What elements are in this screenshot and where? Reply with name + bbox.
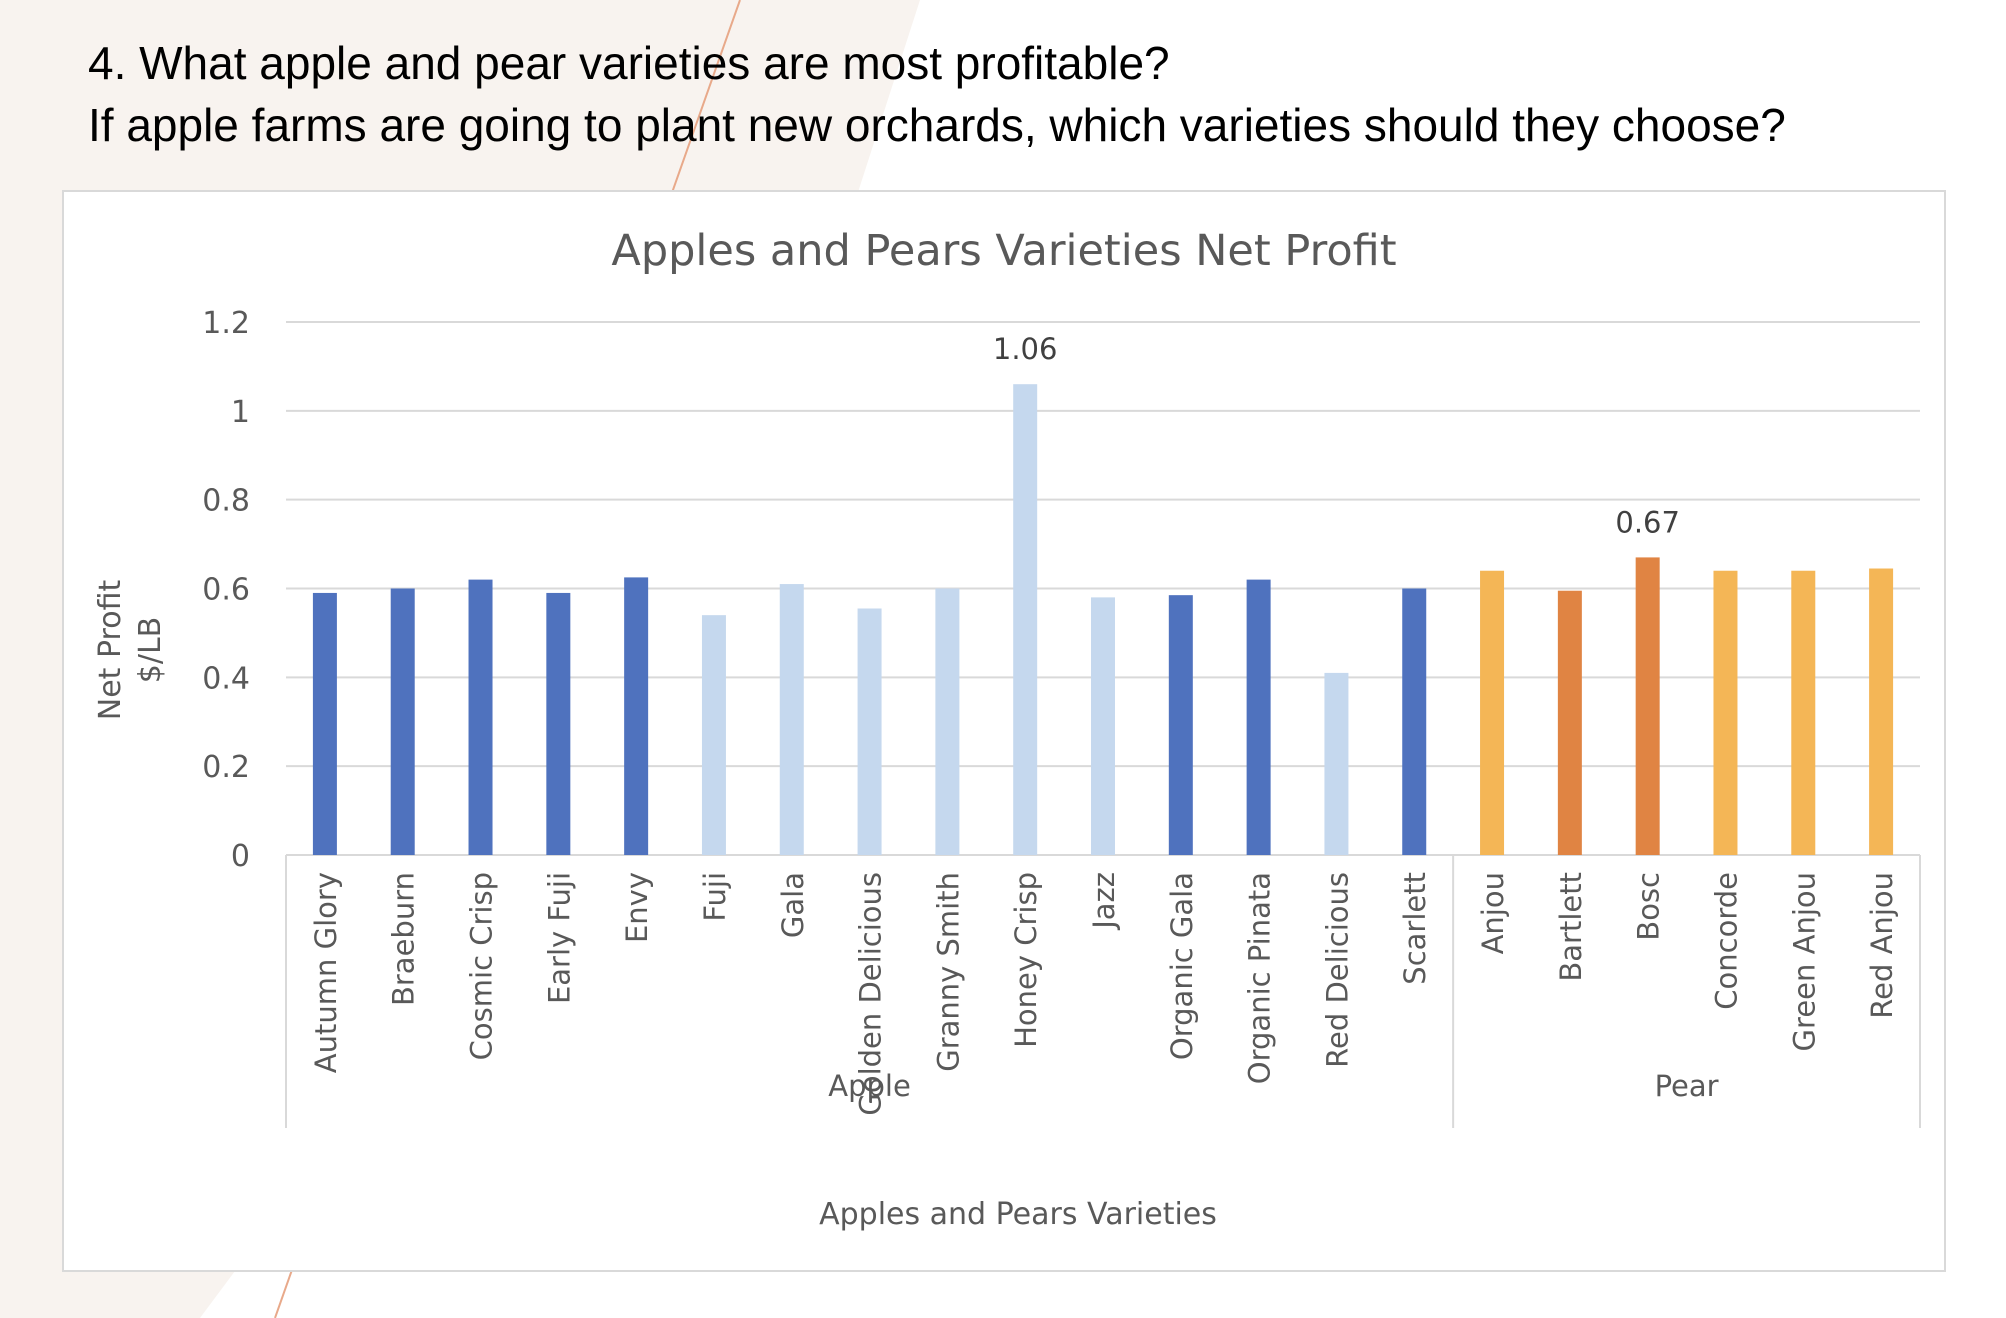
y-tick-label: 0.2 xyxy=(202,750,250,785)
x-category-label: Anjou xyxy=(1476,872,1510,954)
data-label: 1.06 xyxy=(993,332,1058,366)
x-category-label: Scarlett xyxy=(1398,872,1432,985)
bar-scarlett xyxy=(1402,588,1427,855)
x-group-label: Pear xyxy=(1655,1069,1719,1103)
chart-title: Apples and Pears Varieties Net Profit xyxy=(611,226,1396,276)
y-tick-label: 0.8 xyxy=(202,484,250,519)
x-category-label: Cosmic Crisp xyxy=(465,872,499,1060)
x-category-label: Organic Pinata xyxy=(1243,872,1277,1084)
bar-jazz xyxy=(1091,597,1115,855)
data-label: 0.67 xyxy=(1615,505,1680,539)
x-category-label: Envy xyxy=(620,872,654,943)
y-tick-label: 1 xyxy=(231,395,250,430)
x-category-label: Autumn Glory xyxy=(309,872,343,1073)
x-category-label: Bartlett xyxy=(1554,872,1588,982)
bars xyxy=(312,384,1894,855)
bar-green-anjou xyxy=(1791,570,1816,855)
bar-gala xyxy=(779,584,804,855)
y-tick-label: 0.6 xyxy=(202,573,250,608)
bar-organic-pinata xyxy=(1246,579,1271,855)
x-category-label: Honey Crisp xyxy=(1009,872,1043,1048)
bar-honey-crisp xyxy=(1013,384,1038,855)
x-category-label: Early Fuji xyxy=(542,872,576,1004)
x-category-label: Red Anjou xyxy=(1865,872,1899,1019)
y-axis-label-line-1: Net Profit xyxy=(93,580,128,721)
bar-chart: Apples and Pears Varieties Net Profit Ne… xyxy=(93,226,1921,1232)
y-tick-label: 1.2 xyxy=(202,306,250,341)
bar-cosmic-crisp xyxy=(468,579,493,855)
bar-bosc xyxy=(1635,557,1660,855)
x-category-label: Fuji xyxy=(698,872,732,922)
bar-anjou xyxy=(1480,570,1505,855)
y-axis-label-line-2: $/LB xyxy=(133,617,168,684)
bar-bartlett xyxy=(1557,590,1582,855)
bar-red-anjou xyxy=(1869,568,1894,855)
x-group-label: Apple xyxy=(828,1069,911,1103)
x-category-label: Braeburn xyxy=(387,872,421,1006)
x-axis-group-labels: Apple Pear xyxy=(285,855,1921,1128)
x-category-label: Concorde xyxy=(1709,872,1743,1010)
x-category-label: Organic Gala xyxy=(1165,872,1199,1060)
question-line-1: 4. What apple and pear varieties are mos… xyxy=(88,37,1170,89)
x-axis-title: Apples and Pears Varieties xyxy=(819,1197,1217,1232)
x-category-label: Green Anjou xyxy=(1787,872,1821,1051)
bar-braeburn xyxy=(390,588,415,855)
bar-early-fuji xyxy=(546,592,571,855)
x-category-label: Granny Smith xyxy=(931,872,965,1072)
bar-fuji xyxy=(701,615,726,855)
x-category-label: Bosc xyxy=(1632,872,1666,941)
bar-concorde xyxy=(1713,570,1738,855)
x-category-label: Jazz xyxy=(1087,872,1121,931)
y-tick-label: 0.4 xyxy=(202,661,250,696)
y-axis-ticks: 0 0.2 0.4 0.6 0.8 1 1.2 xyxy=(202,306,250,874)
bar-envy xyxy=(624,577,649,855)
x-category-label: Golden Delicious xyxy=(854,872,888,1116)
bar-organic-gala xyxy=(1168,595,1193,855)
question-line-2: If apple farms are going to plant new or… xyxy=(88,99,1786,151)
bar-autumn-glory xyxy=(312,592,337,855)
bar-granny-smith xyxy=(935,588,960,855)
bar-red-delicious xyxy=(1324,672,1349,855)
x-category-label: Red Delicious xyxy=(1320,872,1354,1068)
x-axis-category-labels: Autumn Glory Braeburn Cosmic Crisp Early Fu… xyxy=(309,872,1899,1116)
chart-container: Apples and Pears Varieties Net Profit Ne… xyxy=(62,190,1946,1272)
x-category-label: Gala xyxy=(776,872,810,938)
data-labels: 1.06 0.67 xyxy=(993,332,1680,539)
y-tick-label: 0 xyxy=(231,839,250,874)
bar-golden-delicious xyxy=(857,608,882,855)
